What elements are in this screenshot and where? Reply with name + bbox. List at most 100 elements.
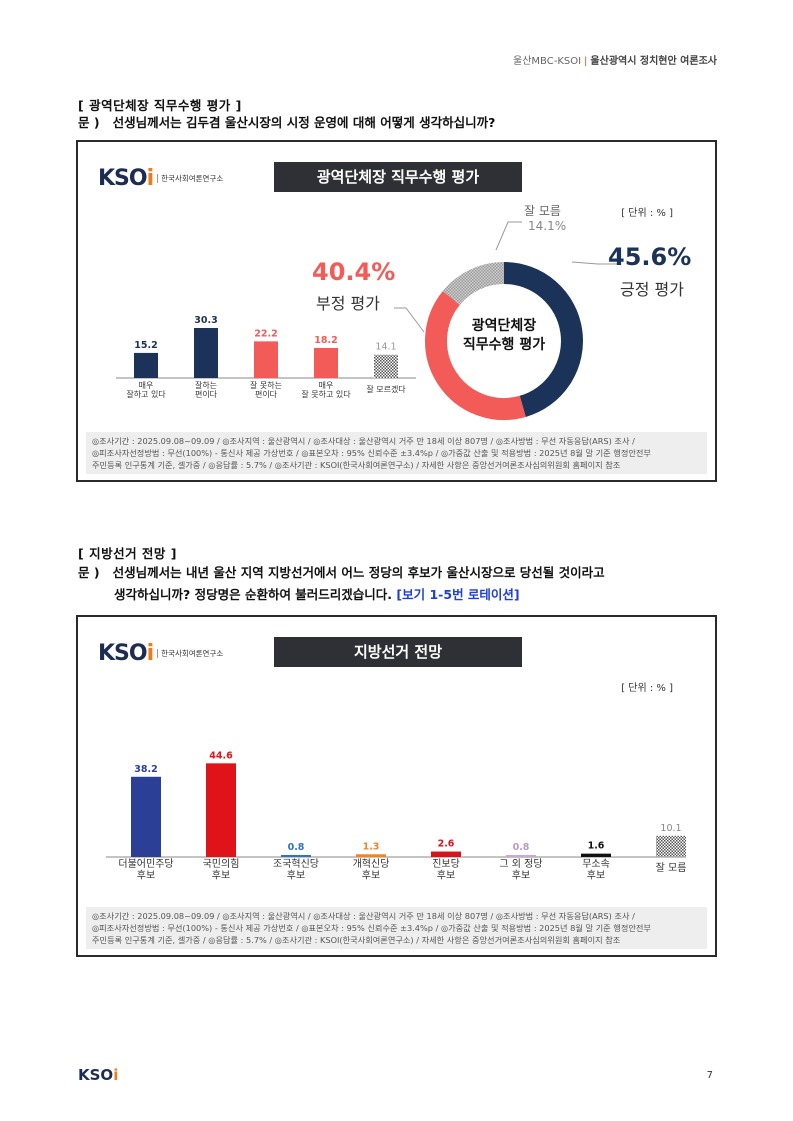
donut-slice-0 <box>503 262 583 417</box>
category-label-6-0: 무소속 <box>582 858 610 870</box>
category-label-5-1: 후보 <box>512 870 530 882</box>
category-label-1-1: 편이다 <box>195 389 218 399</box>
bar-value-label-0: 15.2 <box>134 340 157 351</box>
bar-value-label-4: 2.6 <box>438 839 455 850</box>
category-label-1-0: 국민의힘 <box>203 858 240 870</box>
footnote-line1: ◎조사기간 : 2025.09.08~09.09 / ◎조사지역 : 울산광역시… <box>92 436 635 446</box>
footnote-line1: ◎조사기간 : 2025.09.08~09.09 / ◎조사지역 : 울산광역시… <box>92 911 635 921</box>
category-label-2-0: 조국혁신당 <box>273 858 319 870</box>
footnote-line3: 주민등록 인구통계 기준, 셀가중 / ◎응답률 : 5.7% / ◎조사기관 … <box>92 460 621 470</box>
question-prefix: 문 ) <box>78 115 100 130</box>
bar-value-label-3: 1.3 <box>363 841 380 852</box>
bar-0 <box>131 776 161 857</box>
category-label-1-1: 후보 <box>212 870 230 882</box>
donut-center-label: 광역단체장 직무수행 평가 <box>444 317 564 355</box>
bar-value-label-7: 10.1 <box>660 823 681 834</box>
bar-5 <box>506 855 536 857</box>
bar-value-label-2: 22.2 <box>254 328 277 339</box>
section1-title: [ 광역단체장 직무수행 평가 ] <box>78 98 242 113</box>
positive-label: 긍정 평가 <box>620 280 684 299</box>
bar-2 <box>254 341 278 378</box>
bar-value-label-3: 18.2 <box>314 335 337 346</box>
ksoi-logo-sub: 한국사회여론연구소 <box>157 649 223 658</box>
bar-1 <box>194 328 218 378</box>
bar-value-label-1: 30.3 <box>194 315 217 326</box>
unit-label: [ 단위 : % ] <box>621 208 673 219</box>
category-label-7-0: 잘 모름 <box>656 862 687 874</box>
question-text-line2: 생각하십니까? 정당명은 순환하여 불러드리겠습니다. <box>114 587 393 602</box>
category-label-5-0: 그 외 정당 <box>499 858 542 870</box>
footer-logo: KSOi <box>78 1066 119 1084</box>
category-label-4-0: 진보당 <box>432 858 460 870</box>
footnote-line2: ◎피조사자선정방법 : 무선(100%) - 통신사 제공 가상번호 / ◎표본… <box>92 923 651 933</box>
category-label-4-0: 잘 모르겠다 <box>366 384 406 394</box>
negative-pct: 40.4% <box>312 258 396 286</box>
section2-title: [ 지방선거 전망 ] <box>78 546 177 561</box>
bar-3 <box>356 854 386 857</box>
category-label-0-0: 더불어민주당 <box>118 858 173 870</box>
bar-4 <box>374 354 398 378</box>
survey-footnote: ◎조사기간 : 2025.09.08~09.09 / ◎조사지역 : 울산광역시… <box>86 432 707 474</box>
bar-value-label-2: 0.8 <box>288 842 305 853</box>
survey-footnote: ◎조사기간 : 2025.09.08~09.09 / ◎조사지역 : 울산광역시… <box>86 907 707 949</box>
bar-1 <box>206 763 236 857</box>
category-label-2-1: 후보 <box>287 870 305 882</box>
header-separator: | <box>584 56 588 67</box>
category-label-3-0: 매우 <box>319 381 334 390</box>
header-title: 울산광역시 정치현안 여론조사 <box>590 56 717 67</box>
bar-value-label-0: 38.2 <box>134 764 157 775</box>
question-note: [보기 1-5번 로테이션] <box>396 587 520 602</box>
category-label-3-1: 잘 못하고 있다 <box>301 389 351 399</box>
bar-4 <box>431 851 461 857</box>
question-prefix: 문 ) <box>78 565 100 580</box>
category-label-0-1: 후보 <box>137 870 155 882</box>
bar-0 <box>134 352 158 378</box>
header-org: 울산MBC-KSOI <box>513 56 582 67</box>
job-rating-donut-chart <box>425 262 583 420</box>
bar-3 <box>314 347 338 378</box>
ksoi-logo-text: KSOi <box>98 166 154 191</box>
donut-slice-1 <box>425 290 526 420</box>
donut-center-line1: 광역단체장 <box>471 318 537 334</box>
category-label-4-1: 후보 <box>437 870 455 882</box>
panel-title: 지방선거 전망 <box>274 637 522 667</box>
election-forecast-panel: KSOi 한국사회여론연구소 지방선거 전망 [ 단위 : % ] 38.2 더불… <box>76 615 717 957</box>
question-text: 선생님께서는 김두겸 울산시장의 시정 운영에 대해 어떻게 생각하십니까? <box>112 115 496 130</box>
negative-label: 부정 평가 <box>316 294 380 313</box>
bar-value-label-1: 44.6 <box>209 750 233 761</box>
section2-question: 문 ) 선생님께서는 내년 울산 지역 지방선거에서 어느 정당의 후보가 울산… <box>78 562 605 606</box>
category-label-2-1: 편이다 <box>255 389 278 399</box>
ksoi-logo: KSOi 한국사회여론연구소 <box>98 166 223 191</box>
category-label-1-0: 잘하는 <box>195 380 217 390</box>
category-label-3-0: 개혁신당 <box>353 858 390 870</box>
ksoi-logo: KSOi 한국사회여론연구소 <box>98 641 223 666</box>
donut-center-line2: 직무수행 평가 <box>462 337 546 353</box>
bar-2 <box>281 855 311 857</box>
category-label-0-1: 잘하고 있다 <box>126 389 166 399</box>
ksoi-logo-sub: 한국사회여론연구소 <box>157 174 223 183</box>
donut-slice-2 <box>442 262 505 306</box>
category-label-0-0: 매우 <box>139 381 154 390</box>
section1-question: 문 ) 선생님께서는 김두겸 울산시장의 시정 운영에 대해 어떻게 생각하십니… <box>78 112 495 134</box>
footnote-line2: ◎피조사자선정방법 : 무선(100%) - 통신사 제공 가상번호 / ◎표본… <box>92 448 651 458</box>
bar-value-label-5: 0.8 <box>513 842 530 853</box>
page-header: 울산MBC-KSOI | 울산광역시 정치현안 여론조사 <box>513 52 717 67</box>
bar-value-label-6: 1.6 <box>588 841 605 852</box>
footnote-line3: 주민등록 인구통계 기준, 셀가중 / ◎응답률 : 5.7% / ◎조사기관 … <box>92 935 621 945</box>
category-label-2-0: 잘 못하는 <box>250 380 282 390</box>
dk-label: 잘 모름 <box>524 204 561 218</box>
unit-label: [ 단위 : % ] <box>621 683 673 694</box>
positive-pct: 45.6% <box>608 243 692 271</box>
question-text-line1: 선생님께서는 내년 울산 지역 지방선거에서 어느 정당의 후보가 울산시장으로… <box>112 565 605 580</box>
bar-value-label-4: 14.1 <box>375 342 396 353</box>
bar-7 <box>656 835 686 857</box>
panel-title: 광역단체장 직무수행 평가 <box>274 162 522 192</box>
ksoi-logo-text: KSOi <box>98 641 154 666</box>
page-number: 7 <box>706 1070 713 1081</box>
job-rating-panel: KSOi 한국사회여론연구소 광역단체장 직무수행 평가 [ 단위 : % ] … <box>76 140 717 482</box>
category-label-3-1: 후보 <box>362 870 380 882</box>
dk-pct: 14.1% <box>528 219 567 233</box>
category-label-6-1: 후보 <box>587 870 605 882</box>
